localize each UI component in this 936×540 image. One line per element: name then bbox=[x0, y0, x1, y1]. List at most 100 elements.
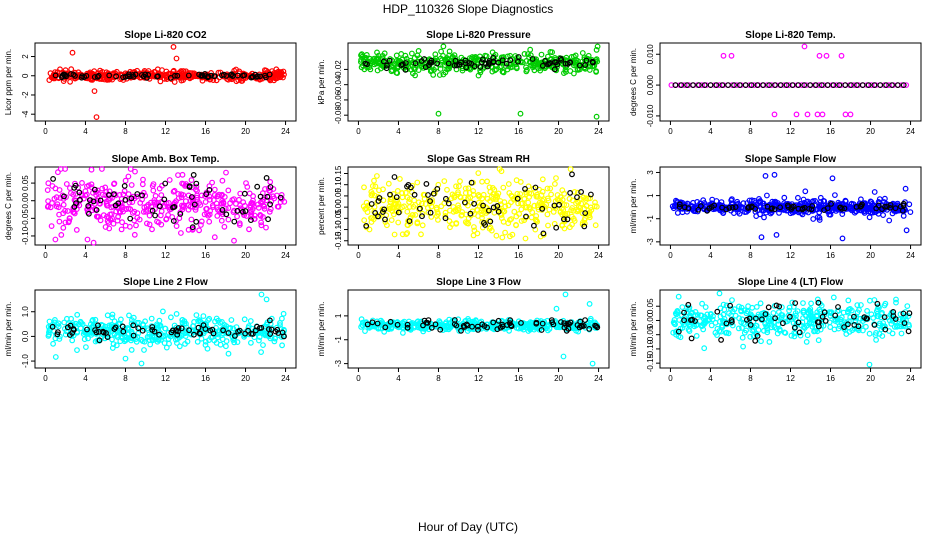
data-point bbox=[903, 82, 910, 88]
hourly-point bbox=[121, 182, 128, 189]
hourly-point bbox=[522, 185, 528, 192]
data-point bbox=[544, 185, 551, 192]
hourly-point bbox=[394, 321, 401, 328]
data-point bbox=[745, 303, 751, 310]
data-point bbox=[225, 216, 232, 223]
data-point bbox=[149, 337, 156, 344]
data-point bbox=[177, 230, 184, 236]
panel-9: Slope Line 4 (LT) Flow ml/min per min. 0 4 8… bbox=[629, 277, 922, 383]
x-tick-label: 0 bbox=[43, 251, 48, 260]
data-point bbox=[188, 331, 195, 338]
hourly-point bbox=[162, 180, 169, 187]
data-point bbox=[581, 220, 588, 227]
data-point bbox=[893, 296, 899, 303]
y-tick-label: -0.10 bbox=[334, 220, 343, 239]
hourly-point bbox=[900, 82, 907, 88]
hourly-point bbox=[391, 174, 398, 180]
data-point bbox=[360, 319, 366, 326]
hourly-point bbox=[120, 328, 127, 335]
data-point bbox=[163, 200, 170, 207]
data-point bbox=[45, 203, 52, 210]
data-point bbox=[438, 57, 445, 64]
data-point bbox=[361, 184, 367, 191]
data-point bbox=[760, 200, 767, 207]
data-point bbox=[376, 187, 382, 194]
data-point bbox=[231, 335, 238, 342]
hourly-point bbox=[580, 323, 587, 329]
data-point bbox=[499, 317, 505, 324]
series-points bbox=[46, 44, 287, 120]
hourly-point bbox=[67, 71, 74, 77]
data-point bbox=[779, 304, 785, 311]
data-point bbox=[215, 317, 222, 324]
data-point bbox=[109, 314, 115, 321]
data-point bbox=[62, 207, 68, 214]
x-tick-label: 8 bbox=[436, 251, 441, 260]
data-point bbox=[128, 347, 135, 353]
hourly-point bbox=[386, 57, 393, 64]
data-point bbox=[474, 206, 480, 213]
data-point bbox=[206, 196, 213, 203]
y-tick-label: -1 bbox=[646, 215, 655, 223]
data-point bbox=[179, 317, 186, 323]
data-point bbox=[553, 175, 559, 182]
data-point bbox=[699, 300, 705, 307]
data-point bbox=[713, 198, 720, 204]
hourly-point bbox=[425, 192, 431, 198]
data-point bbox=[180, 70, 186, 77]
data-point bbox=[248, 211, 255, 218]
hourly-point bbox=[561, 320, 568, 327]
data-point bbox=[515, 325, 522, 332]
data-point bbox=[524, 66, 530, 73]
data-point bbox=[192, 186, 199, 193]
hourly-point bbox=[759, 316, 765, 323]
hourly-point bbox=[714, 308, 721, 315]
hourly-point bbox=[462, 199, 468, 206]
hourly-point bbox=[807, 82, 813, 88]
outlier-point bbox=[522, 235, 529, 242]
data-point bbox=[79, 179, 85, 186]
data-point bbox=[527, 46, 534, 53]
hourly-point bbox=[265, 216, 272, 223]
data-point bbox=[131, 231, 138, 238]
data-point bbox=[415, 48, 422, 54]
data-point bbox=[749, 197, 755, 204]
hourly-point bbox=[112, 202, 119, 209]
data-point bbox=[674, 209, 681, 216]
hourly-point bbox=[404, 321, 411, 328]
hourly-point bbox=[892, 316, 899, 322]
data-point bbox=[679, 324, 686, 331]
hourly-point bbox=[859, 201, 865, 208]
data-point bbox=[734, 198, 741, 205]
hourly-point bbox=[726, 204, 733, 211]
data-point bbox=[421, 195, 428, 202]
hourly-point bbox=[685, 301, 692, 308]
hourly-point bbox=[199, 72, 206, 79]
hourly-point bbox=[76, 196, 83, 203]
data-point bbox=[544, 211, 551, 218]
data-point bbox=[728, 197, 735, 204]
hourly-point bbox=[731, 82, 737, 88]
data-point bbox=[159, 308, 166, 315]
hourly-point bbox=[889, 82, 895, 88]
panel-title: Slope Li-820 Pressure bbox=[426, 30, 531, 41]
data-point bbox=[237, 190, 244, 197]
outlier-point bbox=[762, 172, 769, 179]
hourly-point bbox=[490, 319, 497, 326]
hourly-point bbox=[789, 82, 796, 88]
hourly-point bbox=[795, 319, 802, 326]
y-tick-label: -1.0 bbox=[21, 354, 30, 368]
data-point bbox=[887, 312, 894, 318]
data-point bbox=[562, 211, 569, 218]
hourly-point bbox=[421, 56, 428, 62]
hourly-point bbox=[565, 320, 571, 327]
data-point bbox=[257, 211, 264, 218]
data-point bbox=[261, 205, 268, 212]
data-point bbox=[183, 182, 190, 189]
hourly-point bbox=[507, 57, 514, 64]
hourly-point bbox=[468, 179, 475, 186]
outlier-point bbox=[758, 234, 765, 241]
data-point bbox=[182, 198, 189, 205]
data-point bbox=[789, 299, 796, 306]
hourly-point bbox=[576, 62, 583, 69]
